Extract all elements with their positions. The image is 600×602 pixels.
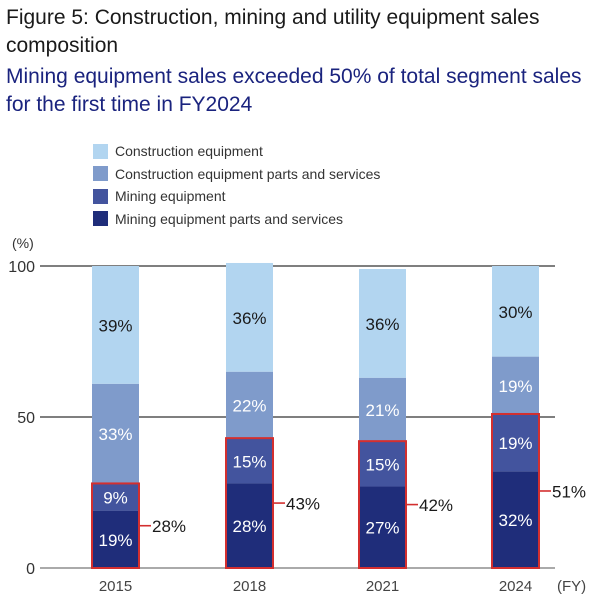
x-tick-label: 2021 (366, 578, 399, 595)
legend-label: Construction equipment (115, 143, 263, 160)
data-label: 39% (98, 316, 132, 335)
data-label: 15% (365, 455, 399, 474)
legend-item-construction-parts-services: Construction equipment parts and service… (93, 163, 380, 186)
bar-segment-2024-3 (492, 266, 539, 357)
x-tick-label: 2015 (99, 578, 132, 595)
data-label: 32% (498, 511, 532, 530)
mining-total-label: 28% (152, 517, 186, 536)
data-label: 19% (498, 434, 532, 453)
bar-segment-2024-0 (492, 471, 539, 568)
data-label: 28% (232, 517, 266, 536)
data-label: 19% (98, 531, 132, 550)
legend-swatch (93, 188, 108, 204)
bar-segment-2015-1 (92, 483, 139, 511)
bar-segment-2021-1 (359, 441, 406, 487)
bar-segment-2024-1 (492, 413, 539, 472)
y-tick-label: 0 (26, 561, 35, 578)
x-tick-label: 2018 (233, 578, 266, 595)
data-label: 9% (103, 489, 128, 508)
bar-segment-2018-0 (226, 483, 273, 568)
data-label: 22% (232, 396, 266, 415)
legend-swatch (93, 143, 108, 159)
chart-title: Figure 5: Construction, mining and utili… (6, 6, 540, 57)
data-label: 19% (498, 377, 532, 396)
y-axis-unit-label: (%) (12, 235, 34, 251)
chart-subtitle: Mining equipment sales exceeded 50% of t… (6, 65, 582, 116)
bar-segment-2024-2 (492, 356, 539, 414)
labels-layer: (%) 0 50 100 19% 9% 33% 39% 28% 2015 28% 15% 22% 36% 4… (8, 235, 586, 595)
data-label: 15% (232, 452, 266, 471)
data-label: 36% (365, 315, 399, 334)
y-tick-label: 50 (17, 410, 35, 427)
bars-layer (91, 262, 551, 570)
bar-segment-2021-2 (359, 377, 406, 442)
data-label: 21% (365, 401, 399, 420)
x-axis-unit-label: (FY) (557, 578, 586, 595)
bar-segment-2018-3 (226, 262, 273, 372)
y-tick-label: 100 (8, 259, 35, 276)
data-label: 36% (232, 309, 266, 328)
legend-label: Mining equipment parts and services (115, 210, 344, 227)
legend-label: Mining equipment (115, 188, 226, 205)
data-label: 33% (98, 425, 132, 444)
x-tick-label: 2024 (499, 578, 532, 595)
bar-segment-2015-3 (92, 266, 139, 384)
bar-segment-2015-2 (92, 383, 139, 484)
legend-item-construction-equipment: Construction equipment (93, 140, 380, 163)
legend-swatch (93, 166, 108, 182)
legend-item-mining-equipment: Mining equipment (93, 185, 380, 208)
mining-total-label: 42% (419, 496, 453, 515)
bar-segment-2018-1 (226, 438, 273, 484)
bar-segment-2021-0 (359, 486, 406, 568)
bar-segment-2021-3 (359, 269, 406, 378)
legend-item-mining-parts-services: Mining equipment parts and services (93, 208, 380, 231)
mining-total-label: 51% (552, 482, 586, 501)
bar-segment-2015-0 (92, 510, 139, 568)
data-label: 30% (498, 303, 532, 322)
bar-segment-2018-2 (226, 371, 273, 439)
legend: Construction equipment Construction equi… (93, 140, 380, 230)
data-label: 27% (365, 519, 399, 538)
legend-swatch (93, 211, 108, 227)
legend-label: Construction equipment parts and service… (115, 165, 381, 182)
mining-total-label: 43% (286, 495, 320, 514)
